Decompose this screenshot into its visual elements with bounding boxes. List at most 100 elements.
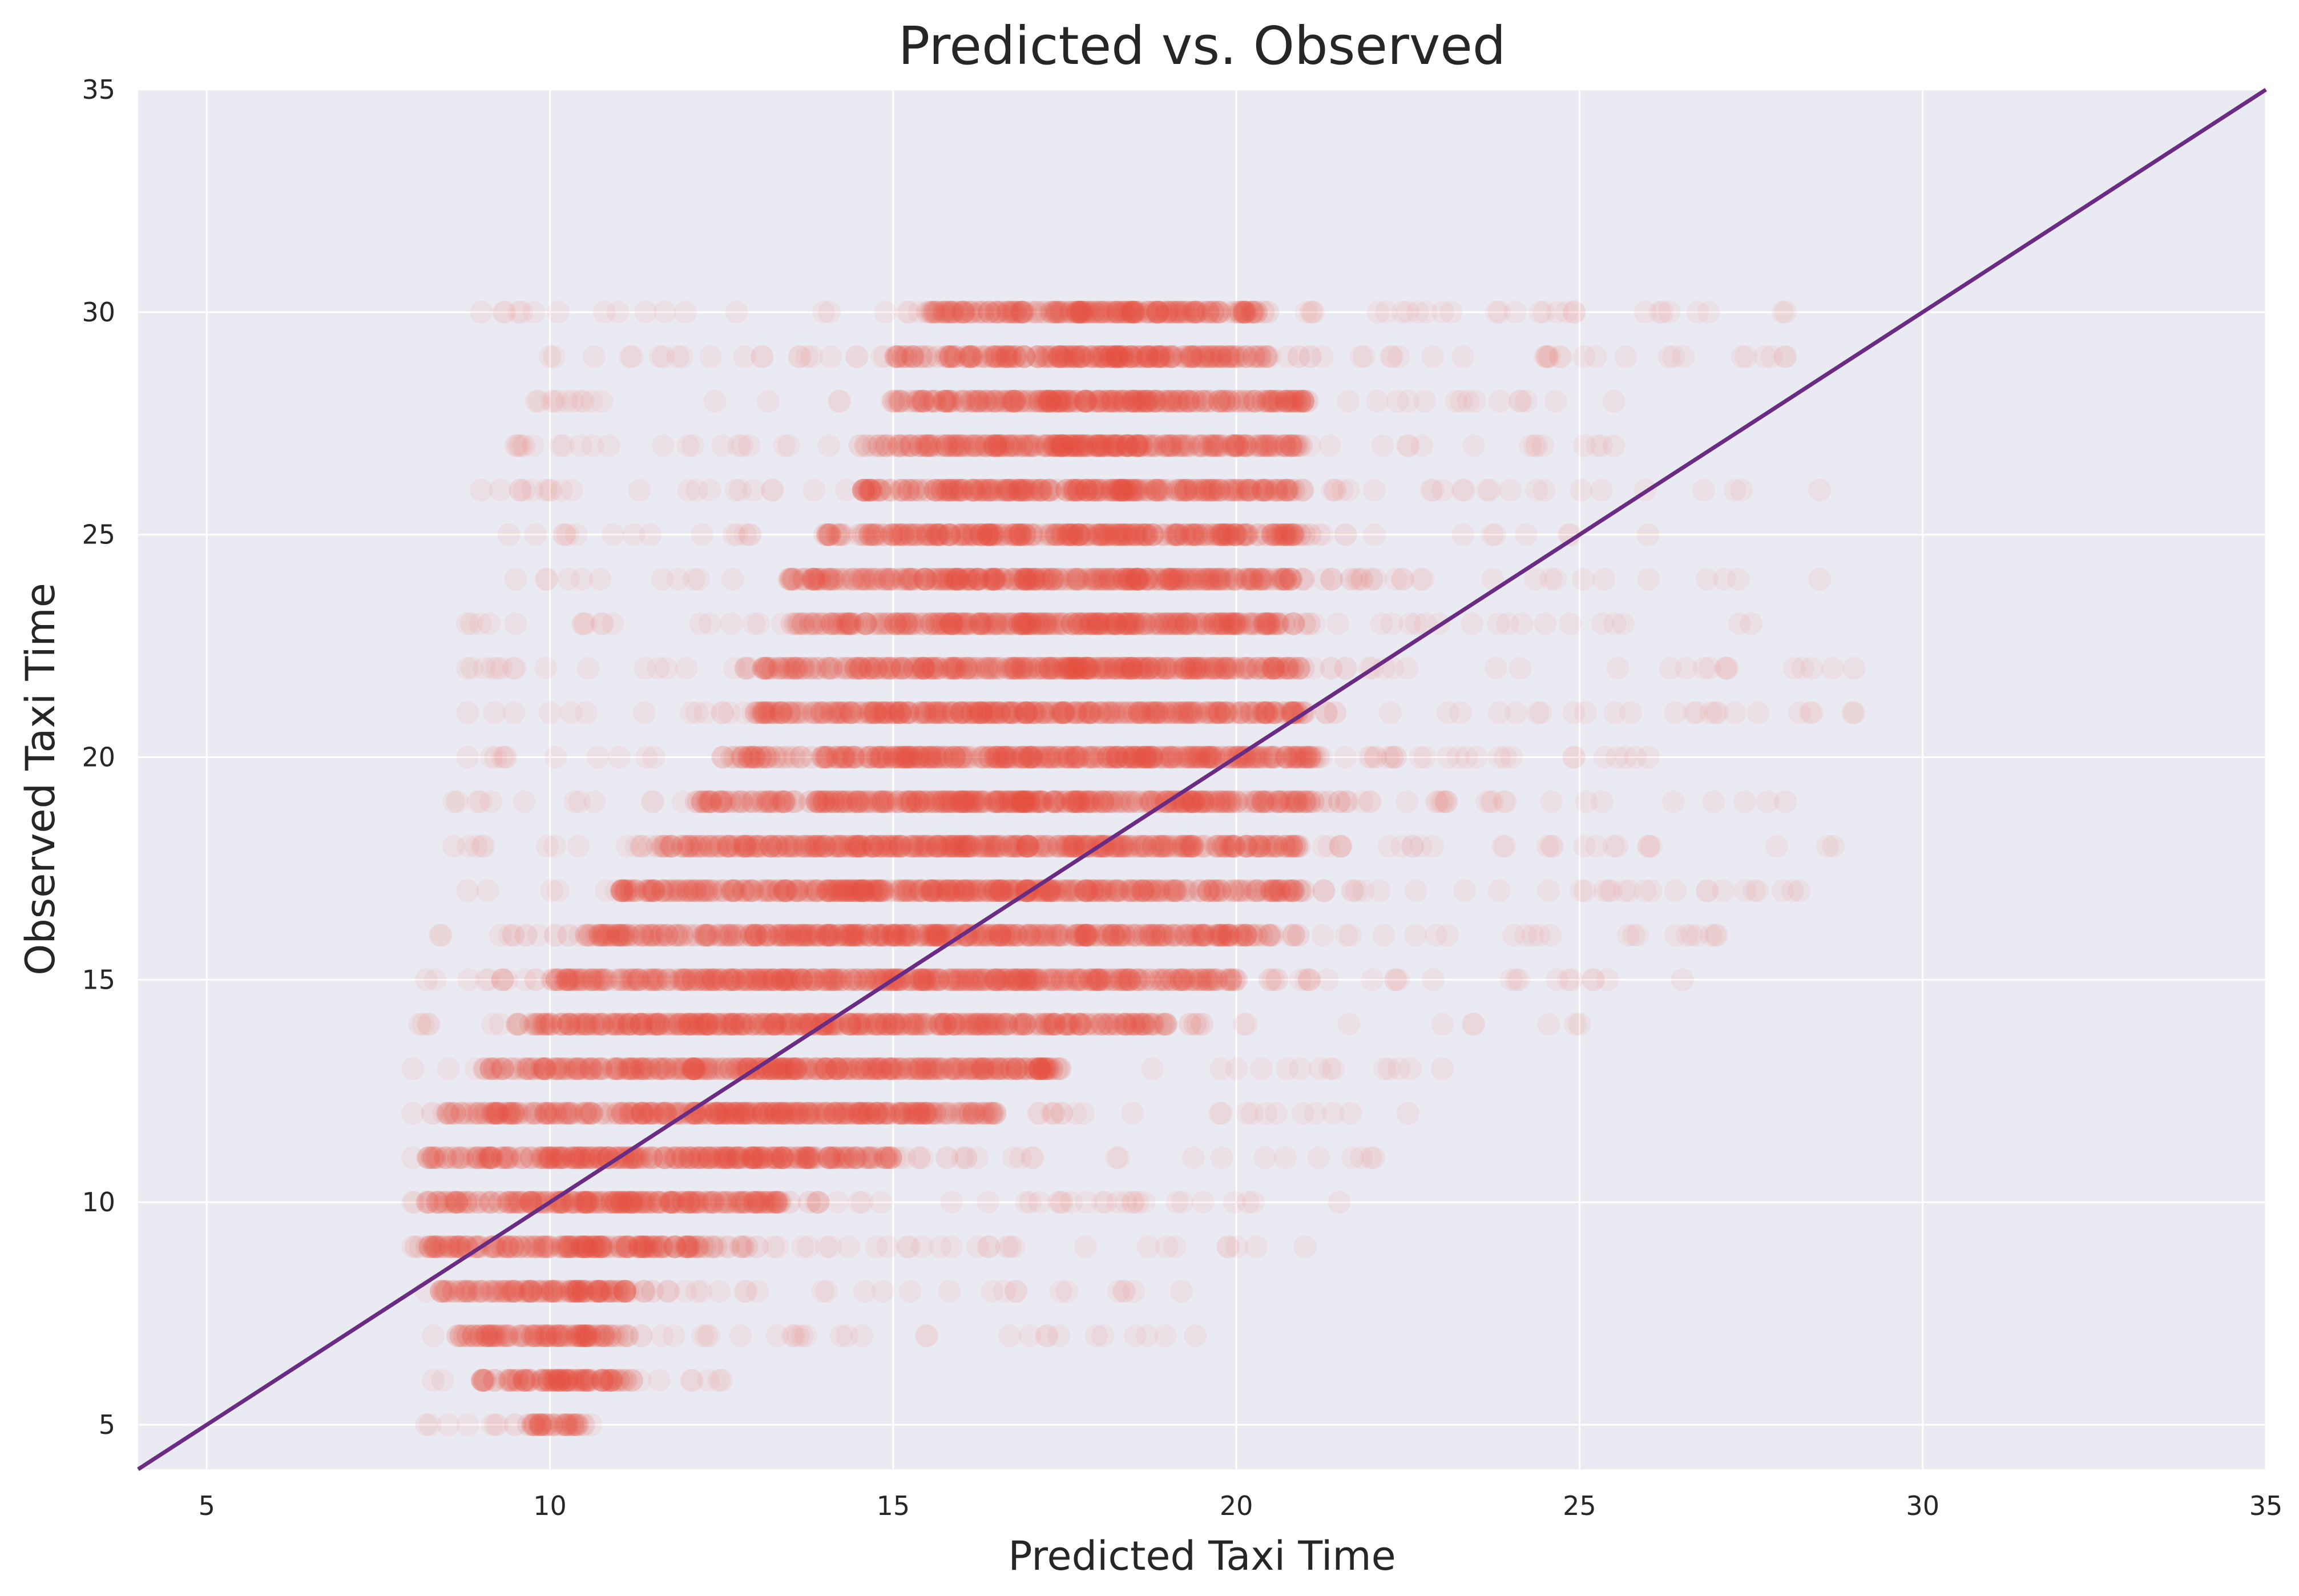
- scatter-point: [581, 968, 604, 992]
- scatter-point: [499, 1369, 522, 1392]
- scatter-point: [1430, 790, 1453, 813]
- scatter-point: [573, 1369, 596, 1392]
- scatter-point: [401, 1146, 424, 1170]
- scatter-point: [697, 1369, 720, 1392]
- scatter-point: [913, 790, 936, 813]
- scatter-point: [482, 1324, 506, 1348]
- scatter-point: [671, 790, 695, 813]
- scatter-point: [1431, 1013, 1454, 1036]
- scatter-point: [1147, 879, 1171, 902]
- scatter-point: [598, 1369, 622, 1392]
- scatter-point: [572, 1413, 596, 1436]
- scatter-point: [1453, 879, 1477, 902]
- scatter-point: [513, 790, 536, 813]
- scatter-point: [456, 1324, 479, 1348]
- scatter-point: [650, 835, 673, 858]
- scatter-point: [510, 1324, 533, 1348]
- scatter-point: [555, 1369, 579, 1392]
- scatter-point: [1671, 968, 1694, 992]
- scatter-point: [814, 1235, 838, 1259]
- scatter-point: [986, 924, 1010, 947]
- scatter-point: [1185, 879, 1209, 902]
- scatter-point: [565, 1280, 588, 1303]
- scatter-point: [551, 1369, 574, 1392]
- scatter-point: [522, 1413, 545, 1436]
- scatter-point: [1590, 790, 1614, 813]
- scatter-point: [1064, 1102, 1087, 1125]
- scatter-point: [1336, 790, 1360, 813]
- scatter-point: [566, 1146, 590, 1170]
- scatter-point: [453, 1280, 475, 1303]
- scatter-point: [603, 1369, 627, 1392]
- scatter-point: [769, 1191, 793, 1214]
- scatter-point: [606, 1013, 630, 1036]
- scatter-point: [591, 1369, 615, 1392]
- scatter-point: [620, 1369, 643, 1392]
- scatter-point: [746, 1191, 769, 1214]
- scatter-point: [590, 1280, 614, 1303]
- scatter-point: [1396, 1102, 1419, 1125]
- scatter-point: [456, 1413, 479, 1436]
- scatter-point: [613, 879, 636, 902]
- scatter-point: [571, 1280, 594, 1303]
- scatter-point: [1362, 1146, 1385, 1170]
- scatter-point: [794, 1146, 817, 1170]
- scatter-point: [478, 1280, 502, 1303]
- scatter-point: [951, 1146, 974, 1170]
- scatter-point: [1054, 790, 1076, 813]
- scatter-point: [938, 1280, 961, 1303]
- scatter-point: [486, 1324, 510, 1348]
- scatter-point: [825, 1057, 848, 1081]
- scatter-point: [616, 1324, 640, 1348]
- scatter-point: [1409, 835, 1433, 858]
- scatter-point: [556, 1369, 579, 1392]
- scatter-point: [1361, 968, 1384, 992]
- scatter-point: [632, 1280, 655, 1303]
- scatter-point: [885, 1102, 908, 1125]
- scatter-point: [628, 835, 652, 858]
- scatter-point: [575, 1324, 598, 1348]
- scatter-point: [538, 1369, 560, 1392]
- scatter-point: [541, 1413, 564, 1436]
- scatter-point: [524, 1413, 547, 1436]
- scatter-point: [1307, 1146, 1330, 1170]
- scatter-point: [679, 1191, 702, 1214]
- scatter-point: [1368, 879, 1391, 902]
- scatter-point: [866, 1057, 890, 1081]
- scatter-point: [1487, 879, 1511, 902]
- scatter-point: [575, 1324, 599, 1348]
- scatter-point: [475, 1324, 499, 1348]
- scatter-point: [512, 1324, 535, 1348]
- scatter-point: [543, 1413, 567, 1436]
- scatter-point: [699, 790, 723, 813]
- scatter-point: [598, 1324, 622, 1348]
- scatter-point: [588, 1324, 612, 1348]
- scatter-point: [1019, 1191, 1042, 1214]
- scatter-point: [579, 1324, 602, 1348]
- scatter-point: [630, 1324, 653, 1348]
- scatter-point: [591, 1369, 615, 1392]
- scatter-point: [530, 1369, 554, 1392]
- scatter-point: [533, 1369, 556, 1392]
- scatter-point: [586, 1280, 610, 1303]
- scatter-point: [442, 1146, 465, 1170]
- scatter-point: [1733, 790, 1757, 813]
- scatter-point: [579, 1369, 603, 1392]
- scatter-point: [729, 1146, 753, 1170]
- scatter-point: [570, 1324, 593, 1348]
- scatter-point: [1187, 1013, 1210, 1036]
- scatter-point: [677, 879, 700, 902]
- scatter-point: [564, 1102, 588, 1125]
- scatter-point: [434, 1280, 458, 1303]
- scatter-point: [626, 968, 649, 992]
- scatter-point: [1570, 879, 1593, 902]
- scatter-point: [1404, 879, 1427, 902]
- scatter-point: [503, 1369, 526, 1392]
- scatter-point: [1002, 1146, 1025, 1170]
- scatter-point: [534, 1102, 556, 1125]
- scatter-point: [544, 1369, 567, 1392]
- scatter-point: [998, 968, 1022, 992]
- scatter-point: [651, 1324, 674, 1348]
- scatter-point: [456, 1280, 479, 1303]
- scatter-point: [566, 1369, 590, 1392]
